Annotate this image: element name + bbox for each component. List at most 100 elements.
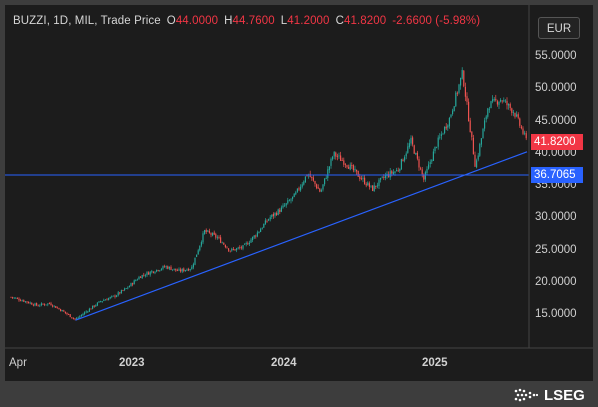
candle-body xyxy=(60,309,62,312)
candle-body xyxy=(50,303,52,306)
candle-body xyxy=(263,224,265,228)
candle-body xyxy=(164,266,166,268)
price-chart[interactable] xyxy=(5,5,593,381)
candle-body xyxy=(68,314,70,315)
currency-button[interactable]: EUR xyxy=(538,17,580,39)
candle-body xyxy=(488,108,490,110)
candle-body xyxy=(295,192,297,195)
candle-body xyxy=(55,306,57,308)
candle-body xyxy=(272,214,274,217)
candle-body xyxy=(364,177,366,185)
candle-body xyxy=(284,205,286,207)
candle-body xyxy=(290,199,292,201)
candle-body xyxy=(231,248,233,251)
price-axis-tick: 15.0000 xyxy=(535,308,577,320)
price-axis-tick: 25.0000 xyxy=(535,243,577,256)
candle-body xyxy=(199,245,201,251)
candle-body xyxy=(359,176,361,179)
close-value: 41.8200 xyxy=(343,15,387,27)
candle-body xyxy=(82,314,84,316)
candle-body xyxy=(162,266,164,269)
candle-body xyxy=(333,151,335,157)
candle-body xyxy=(391,171,393,174)
candle-body xyxy=(367,182,369,186)
candle-body xyxy=(112,295,114,297)
candle-body xyxy=(127,287,129,289)
candle-body xyxy=(32,304,34,306)
candle-body xyxy=(84,312,86,315)
candle-body xyxy=(456,92,458,94)
candle-body xyxy=(252,236,254,240)
candle-body xyxy=(178,269,180,271)
candle-body xyxy=(29,302,31,304)
candle-body xyxy=(253,235,255,238)
candle-body xyxy=(122,290,124,291)
candle-body xyxy=(428,164,430,169)
lseg-logo: LSEG xyxy=(513,385,585,405)
candle-body xyxy=(184,270,186,271)
candle-body xyxy=(117,292,119,296)
candle-body xyxy=(212,233,214,236)
candle-body xyxy=(373,185,375,192)
trend-line[interactable] xyxy=(75,151,528,321)
candle-body xyxy=(168,266,170,269)
candlestick-series xyxy=(10,67,527,321)
candle-body xyxy=(133,280,135,285)
candle-body xyxy=(349,164,351,170)
candle-body xyxy=(229,250,231,252)
candle-body xyxy=(516,114,518,117)
candle-body xyxy=(208,230,210,233)
candle-body xyxy=(234,249,236,251)
candle-body xyxy=(301,184,303,187)
candle-body xyxy=(490,101,492,109)
candle-body xyxy=(221,242,223,244)
candle-body xyxy=(255,235,257,237)
candle-body xyxy=(63,310,65,312)
change-value: -2.6600 (-5.98%) xyxy=(392,15,481,27)
candle-body xyxy=(282,205,284,208)
candle-body xyxy=(365,184,367,186)
candle-body xyxy=(157,270,159,271)
candle-body xyxy=(514,113,516,117)
candle-body xyxy=(332,156,334,160)
candle-body xyxy=(424,172,426,180)
candle-body xyxy=(146,272,148,276)
candle-body xyxy=(16,298,18,299)
candle-body xyxy=(348,167,350,169)
candle-body xyxy=(341,160,343,161)
candle-body xyxy=(37,305,39,307)
candle-body xyxy=(264,220,266,225)
candle-body xyxy=(453,106,455,112)
candle-body xyxy=(520,126,522,129)
candle-body xyxy=(448,118,450,127)
candle-body xyxy=(420,168,422,170)
candle-body xyxy=(408,143,410,147)
candle-body xyxy=(354,168,356,171)
candle-body xyxy=(256,232,258,237)
candle-body xyxy=(319,188,321,192)
candle-body xyxy=(330,158,332,166)
candle-body xyxy=(461,70,463,79)
candle-body xyxy=(328,166,330,171)
candle-body xyxy=(432,151,434,161)
candle-body xyxy=(381,176,383,178)
candle-body xyxy=(64,311,66,313)
candle-body xyxy=(312,177,314,181)
candle-body xyxy=(56,307,58,309)
candle-body xyxy=(415,153,417,155)
lseg-logo-icon xyxy=(514,388,539,402)
low-value: 41.2000 xyxy=(287,15,330,27)
candle-body xyxy=(452,110,454,114)
open-key: O xyxy=(166,15,176,27)
candle-body xyxy=(266,220,268,222)
chart-panel[interactable]: BUZZI, 1D, MIL, Trade Price O44.0000 H44.7… xyxy=(5,5,593,381)
candle-body xyxy=(396,170,398,172)
candle-body xyxy=(357,171,359,177)
candle-body xyxy=(402,159,404,162)
price-axis-tick: 45.0000 xyxy=(535,114,577,127)
candle-body xyxy=(160,268,162,270)
candle-body xyxy=(455,92,457,107)
candle-body xyxy=(132,283,134,285)
candle-body xyxy=(48,303,50,304)
candle-body xyxy=(205,229,207,232)
